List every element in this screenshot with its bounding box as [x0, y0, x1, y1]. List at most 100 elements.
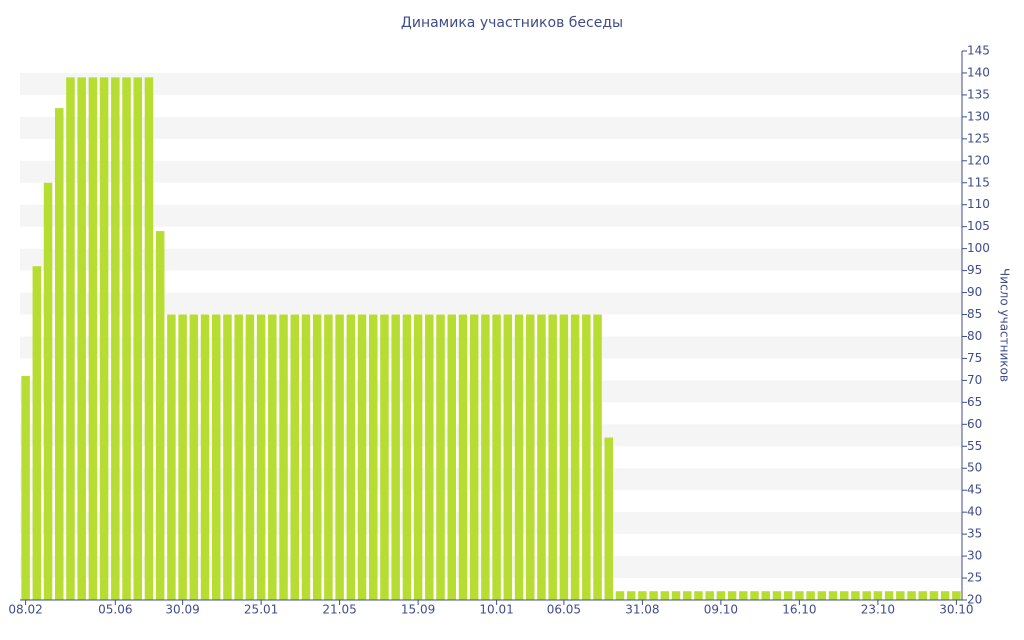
- bar: [312, 314, 322, 600]
- bar: [548, 314, 557, 600]
- bar: [817, 591, 827, 600]
- bar: [907, 591, 916, 600]
- bar: [380, 314, 389, 600]
- x-tick-label: 08.02: [8, 603, 42, 617]
- bar: [245, 314, 255, 600]
- bar: [727, 591, 737, 600]
- x-tick-label: 25.01: [244, 603, 278, 617]
- bar: [649, 591, 658, 600]
- bar: [32, 266, 42, 600]
- y-tick-label: 115: [967, 175, 990, 189]
- grid-band: [20, 116, 962, 139]
- bar: [155, 231, 165, 600]
- y-tick-label: 50: [967, 461, 982, 475]
- grid-band: [20, 336, 962, 359]
- bar: [211, 314, 221, 600]
- bar: [234, 314, 243, 600]
- bar: [357, 314, 367, 600]
- y-tick-label: 120: [967, 153, 990, 167]
- bar: [873, 591, 883, 600]
- y-tick-label: 65: [967, 395, 982, 409]
- bar: [88, 77, 98, 601]
- y-tick-label: 135: [967, 87, 990, 101]
- y-axis-title: Число участников: [998, 268, 1012, 382]
- y-tick-label: 145: [967, 44, 990, 58]
- bar: [884, 591, 894, 600]
- grid-band: [20, 248, 962, 271]
- bar: [750, 591, 759, 600]
- bar: [346, 314, 356, 600]
- bar: [705, 591, 714, 600]
- bar: [413, 314, 423, 600]
- bar: [21, 376, 30, 600]
- y-tick-label: 25: [967, 571, 982, 585]
- bar: [862, 591, 871, 600]
- bar: [391, 314, 400, 600]
- grid-band: [20, 72, 962, 95]
- bar: [671, 591, 681, 600]
- y-tick-label: 80: [967, 329, 982, 343]
- bar: [940, 591, 950, 600]
- bar: [839, 591, 849, 600]
- bar: [279, 314, 288, 600]
- bar: [43, 182, 53, 600]
- bar: [828, 591, 838, 600]
- bar: [481, 314, 490, 600]
- x-tick-label: 31.08: [625, 603, 659, 617]
- bar: [716, 591, 726, 600]
- bar: [436, 314, 445, 600]
- y-tick-label: 55: [967, 439, 982, 453]
- bar: [189, 314, 199, 600]
- y-tick-label: 100: [967, 241, 990, 255]
- y-tick-label: 45: [967, 483, 982, 497]
- x-tick-label: 06.05: [547, 603, 581, 617]
- bar: [268, 314, 277, 600]
- bar: [223, 314, 232, 600]
- y-tick-label: 130: [967, 109, 990, 123]
- y-tick-label: 70: [967, 373, 982, 387]
- bar: [368, 314, 378, 600]
- grid-band: [20, 512, 962, 535]
- bar: [806, 591, 815, 600]
- y-tick-label: 75: [967, 351, 982, 365]
- bar: [133, 77, 143, 601]
- bar: [772, 591, 782, 600]
- x-tick-label: 21.05: [322, 603, 356, 617]
- x-tick-label: 23.10: [861, 603, 895, 617]
- bar: [896, 591, 905, 600]
- bar: [559, 314, 569, 600]
- bar: [144, 77, 154, 601]
- bar: [402, 314, 412, 600]
- x-tick-label: 15.09: [401, 603, 435, 617]
- bar: [918, 591, 928, 600]
- y-tick-label: 140: [967, 65, 990, 79]
- y-tick-label: 85: [967, 307, 982, 321]
- bar: [739, 591, 748, 600]
- bar: [525, 314, 535, 600]
- bar: [615, 591, 625, 600]
- bar: [851, 591, 860, 600]
- bar: [99, 77, 109, 601]
- bar: [604, 437, 614, 600]
- x-tick-label: 30.10: [939, 603, 973, 617]
- y-tick-label: 110: [967, 197, 990, 211]
- x-tick-label: 16.10: [782, 603, 816, 617]
- bar: [929, 591, 939, 600]
- grid-band: [20, 556, 962, 579]
- bar: [469, 314, 479, 600]
- x-tick-label: 30.09: [165, 603, 199, 617]
- bar: [682, 591, 692, 600]
- bar: [66, 77, 75, 601]
- y-tick-label: 40: [967, 505, 982, 519]
- bar: [795, 591, 804, 600]
- bar: [694, 591, 703, 600]
- bar: [537, 314, 546, 600]
- x-tick-label: 10.01: [479, 603, 513, 617]
- bar: [514, 314, 524, 600]
- grid-band: [20, 204, 962, 227]
- grid-band: [20, 160, 962, 183]
- bar: [660, 591, 670, 600]
- x-tick-label: 05.06: [98, 603, 132, 617]
- bar: [77, 77, 86, 601]
